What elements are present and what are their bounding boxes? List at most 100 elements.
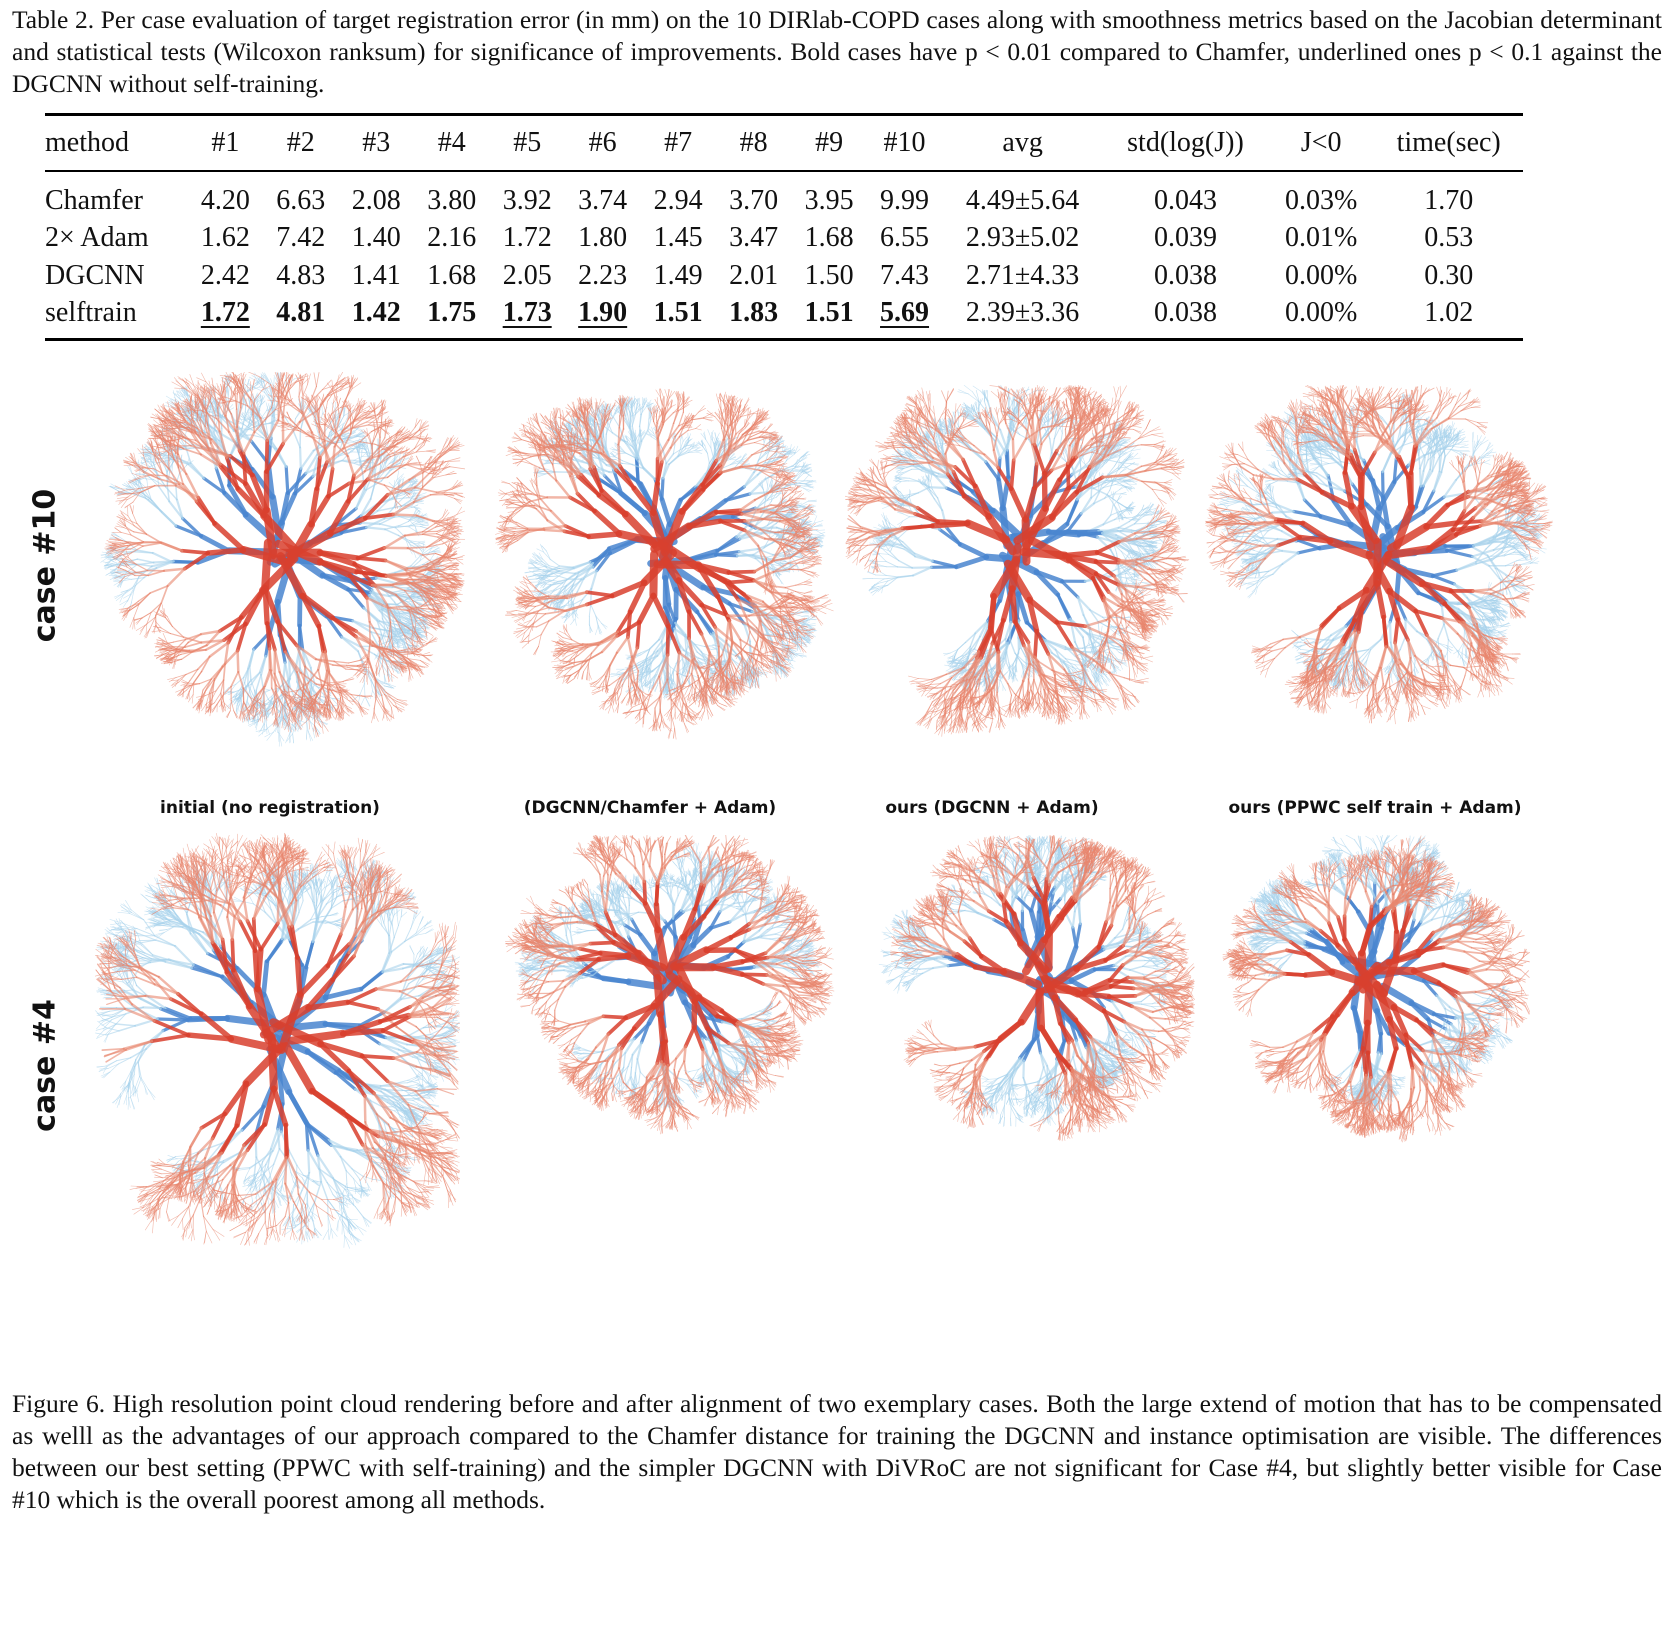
value-cell: 3.74 — [565, 171, 640, 220]
value-cell: 7.42 — [263, 220, 338, 258]
value-cell: 9.99 — [867, 171, 942, 220]
cell-text: 1.49 — [654, 260, 703, 291]
cell-text: 1.45 — [654, 222, 703, 253]
value-cell: 1.75 — [414, 295, 489, 340]
value-cell: 2.05 — [489, 257, 564, 295]
cell-text: selftrain — [45, 297, 137, 328]
cell-text: 5.69 — [880, 297, 929, 328]
case-4-dgcnn-chamfer-rendering — [505, 835, 835, 1135]
cell-text: 2.42 — [201, 260, 250, 291]
value-cell: 1.73 — [489, 295, 564, 340]
value-cell: 1.90 — [565, 295, 640, 340]
value-cell: 2.94 — [640, 171, 715, 220]
cell-text: 1.02 — [1424, 297, 1473, 328]
table-body: Chamfer 4.20 6.63 2.08 3.80 3.92 3.74 2.94 3.70 3… — [45, 171, 1523, 340]
cell-text: 2.39±3.36 — [966, 297, 1079, 328]
case-4-ours-ppwc-rendering — [1222, 835, 1530, 1143]
value-cell: 1.42 — [339, 295, 414, 340]
cell-text: 1.51 — [654, 297, 703, 328]
cell-text: 0.038 — [1154, 297, 1217, 328]
cell-text: 1.62 — [201, 222, 250, 253]
cell-text: 0.53 — [1424, 222, 1473, 253]
cell-text: 3.70 — [729, 185, 778, 216]
column-header: time(sec) — [1374, 115, 1523, 172]
value-cell: 2.39±3.36 — [942, 295, 1103, 340]
cell-text: 3.47 — [729, 222, 778, 253]
column-header: #1 — [188, 115, 263, 172]
table-caption: Table 2. Per case evaluation of target r… — [12, 4, 1662, 100]
cell-text: 2.71±4.33 — [966, 260, 1079, 291]
cell-text: 2.08 — [352, 185, 401, 216]
value-cell: 0.039 — [1103, 220, 1268, 258]
value-cell: 2.23 — [565, 257, 640, 295]
value-cell: 2.42 — [188, 257, 263, 295]
value-cell: 1.49 — [640, 257, 715, 295]
cell-text: 1.72 — [503, 222, 552, 253]
cell-text: 3.80 — [427, 185, 476, 216]
value-cell: 1.72 — [188, 295, 263, 340]
method-cell: 2× Adam — [45, 220, 188, 258]
cell-text: 1.42 — [352, 297, 401, 328]
value-cell: 3.70 — [716, 171, 791, 220]
column-label-initial: initial (no registration) — [100, 798, 440, 818]
cell-text: 2× Adam — [45, 222, 149, 253]
case-10-initial-rendering — [100, 372, 465, 747]
row-label-case-4: case #4 — [28, 966, 63, 1166]
column-header: J<0 — [1268, 115, 1374, 172]
value-cell: 0.043 — [1103, 171, 1268, 220]
case-10-ours-dgcnn-rendering — [845, 385, 1190, 737]
case-10-ours-ppwc-rendering — [1205, 385, 1554, 725]
cell-text: 4.81 — [276, 297, 325, 328]
column-label-ours-ppwc: ours (PPWC self train + Adam) — [1200, 798, 1550, 818]
value-cell: 1.50 — [791, 257, 866, 295]
value-cell: 2.16 — [414, 220, 489, 258]
value-cell: 3.92 — [489, 171, 564, 220]
figure-caption: Figure 6. High resolution point cloud re… — [12, 1388, 1662, 1516]
value-cell: 1.70 — [1374, 171, 1523, 220]
cell-text: 1.51 — [805, 297, 854, 328]
cell-text: 0.03% — [1285, 185, 1357, 216]
value-cell: 0.03% — [1268, 171, 1374, 220]
cell-text: 1.41 — [352, 260, 401, 291]
cell-text: 9.99 — [880, 185, 929, 216]
table-row: selftrain 1.72 4.81 1.42 1.75 1.73 1.90 1.51 1.8… — [45, 295, 1523, 340]
case-10-dgcnn-chamfer-rendering — [495, 388, 834, 740]
value-cell: 2.93±5.02 — [942, 220, 1103, 258]
column-header: #6 — [565, 115, 640, 172]
method-cell: selftrain — [45, 295, 188, 340]
value-cell: 0.53 — [1374, 220, 1523, 258]
value-cell: 1.68 — [791, 220, 866, 258]
value-cell: 1.72 — [489, 220, 564, 258]
cell-text: 4.20 — [201, 185, 250, 216]
value-cell: 1.62 — [188, 220, 263, 258]
cell-text: 1.40 — [352, 222, 401, 253]
results-table: method #1 #2 #3 #4 #5 #6 #7 #8 #9 #10 avg std(log(J)… — [45, 113, 1523, 341]
column-header: avg — [942, 115, 1103, 172]
cell-text: 0.038 — [1154, 260, 1217, 291]
cell-text: 0.00% — [1285, 297, 1357, 328]
value-cell: 0.00% — [1268, 295, 1374, 340]
table-row: 2× Adam 1.62 7.42 1.40 2.16 1.72 1.80 1.45 3.47 1… — [45, 220, 1523, 258]
cell-text: 1.83 — [729, 297, 778, 328]
value-cell: 0.01% — [1268, 220, 1374, 258]
cell-text: 3.95 — [805, 185, 854, 216]
value-cell: 3.95 — [791, 171, 866, 220]
value-cell: 4.83 — [263, 257, 338, 295]
cell-text: 3.92 — [503, 185, 552, 216]
value-cell: 2.71±4.33 — [942, 257, 1103, 295]
value-cell: 1.68 — [414, 257, 489, 295]
case-4-ours-dgcnn-rendering — [878, 835, 1195, 1142]
table-row: Chamfer 4.20 6.63 2.08 3.80 3.92 3.74 2.94 3.70 3… — [45, 171, 1523, 220]
value-cell: 4.20 — [188, 171, 263, 220]
value-cell: 1.41 — [339, 257, 414, 295]
value-cell: 7.43 — [867, 257, 942, 295]
value-cell: 1.45 — [640, 220, 715, 258]
cell-text: Chamfer — [45, 185, 143, 216]
cell-text: 1.80 — [578, 222, 627, 253]
column-header: #2 — [263, 115, 338, 172]
cell-text: 1.70 — [1424, 185, 1473, 216]
cell-text: 4.83 — [276, 260, 325, 291]
cell-text: 1.75 — [427, 297, 476, 328]
cell-text: 6.63 — [276, 185, 325, 216]
value-cell: 1.51 — [640, 295, 715, 340]
